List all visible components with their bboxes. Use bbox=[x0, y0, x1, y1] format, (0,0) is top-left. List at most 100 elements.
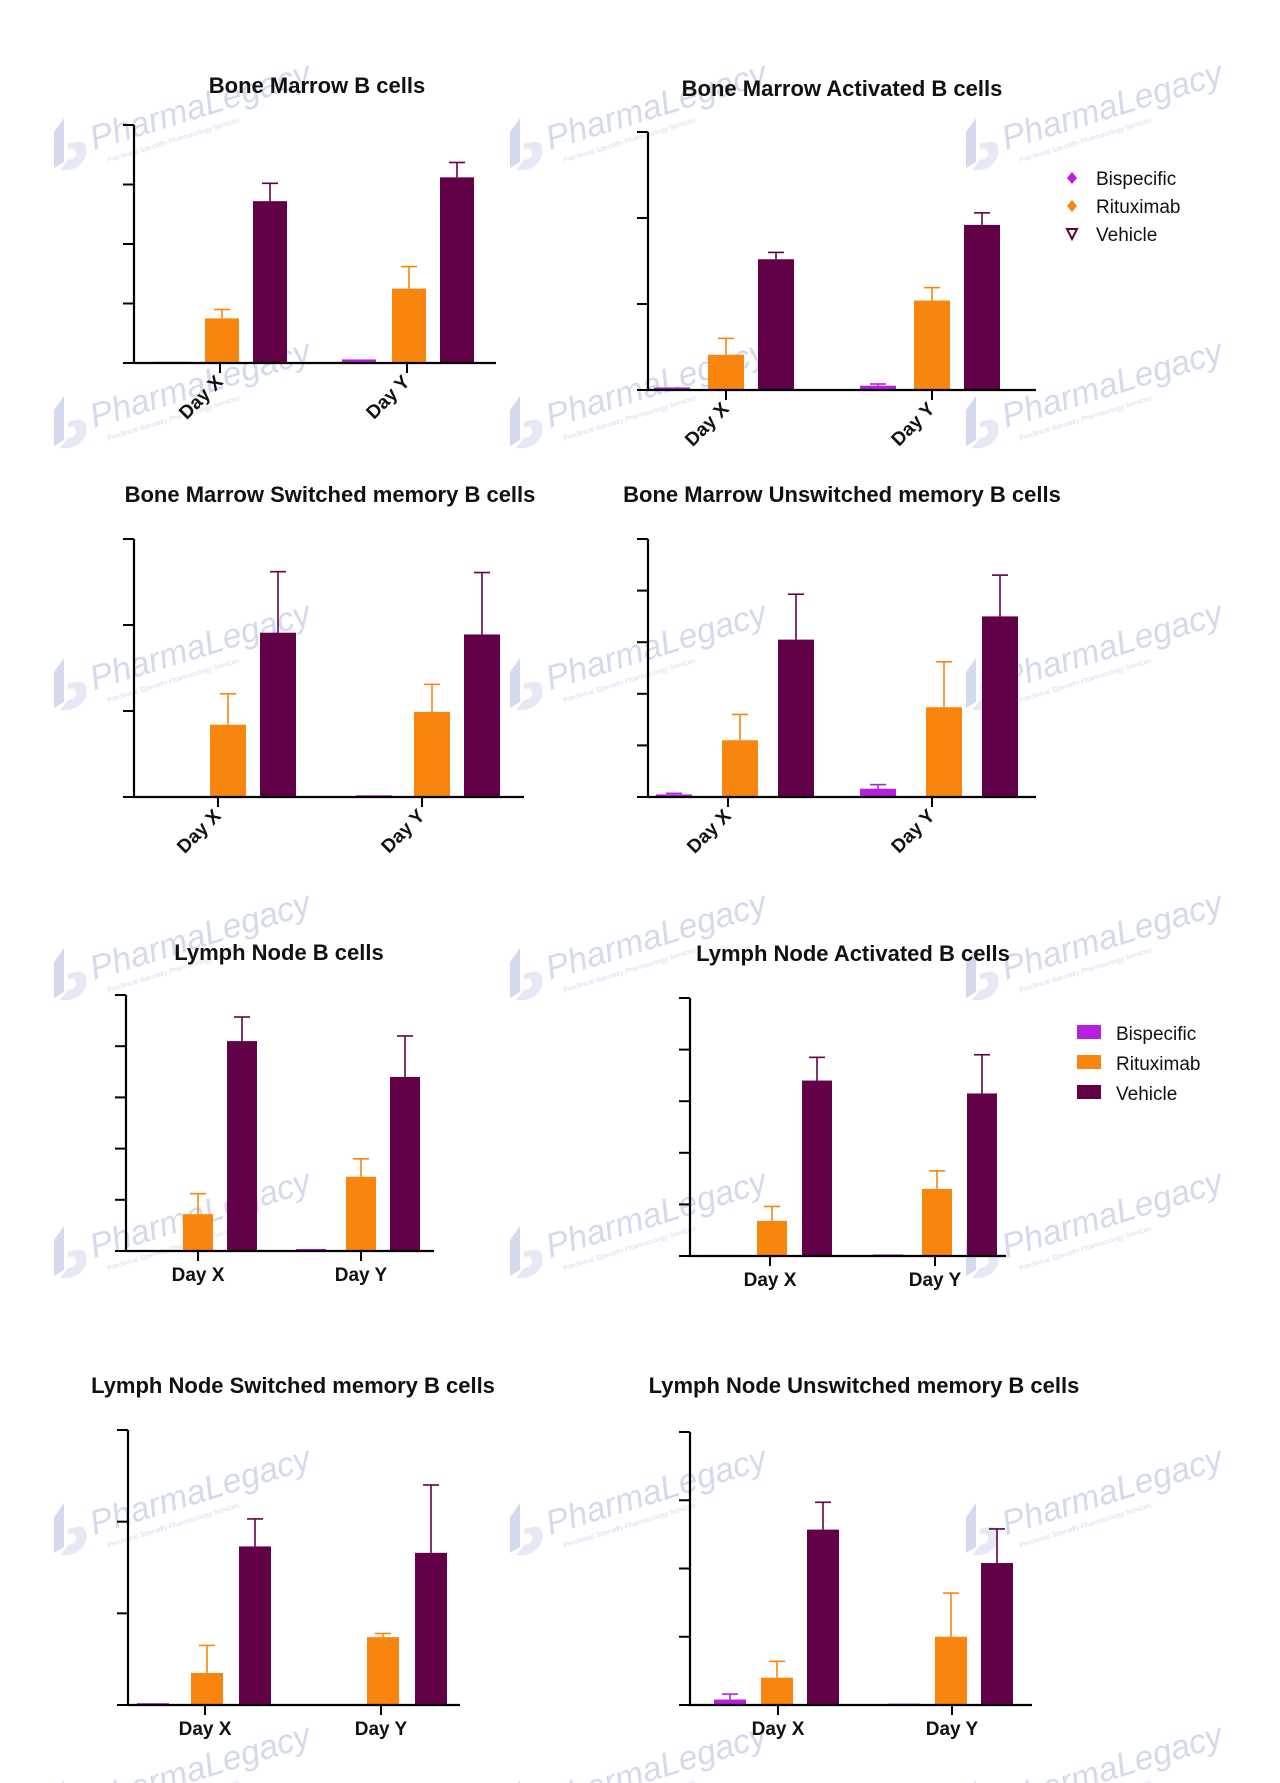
pharmalegacy-logo-icon bbox=[966, 118, 999, 171]
chart-panel: Lymph Node Unswitched memory B cells Day … bbox=[649, 1373, 1080, 1740]
bar bbox=[227, 1041, 257, 1251]
error-bar bbox=[423, 1484, 439, 1553]
watermark-brand: PharmaLegacy bbox=[997, 594, 1229, 698]
watermark-brand: PharmaLegacy bbox=[85, 1439, 317, 1543]
error-bar bbox=[234, 1016, 250, 1042]
chart-title: Lymph Node Unswitched memory B cells bbox=[649, 1373, 1080, 1398]
bar bbox=[807, 1529, 839, 1705]
x-tick-label: Day X bbox=[172, 1265, 225, 1286]
pharmalegacy-logo-icon bbox=[54, 1226, 87, 1279]
error-bar bbox=[401, 265, 417, 289]
x-tick-label: Day Y bbox=[909, 1270, 962, 1291]
pharmalegacy-logo-icon bbox=[54, 948, 87, 1001]
pharmalegacy-logo-icon bbox=[510, 396, 543, 449]
x-tick-label: Day X bbox=[681, 398, 733, 450]
bar bbox=[722, 740, 758, 797]
legend-label: Vehicle bbox=[1116, 1084, 1177, 1105]
bar bbox=[714, 1699, 746, 1705]
watermark-brand: PharmaLegacy bbox=[997, 1162, 1229, 1266]
bar bbox=[183, 1214, 213, 1251]
error-bar bbox=[474, 571, 490, 635]
chart-panel: Lymph Node B cells Day X Day Y bbox=[115, 940, 434, 1286]
error-bar bbox=[788, 593, 804, 640]
error-bar bbox=[449, 161, 465, 178]
bar bbox=[191, 1672, 223, 1705]
bar bbox=[860, 385, 896, 390]
bar bbox=[239, 1546, 271, 1705]
error-bar bbox=[992, 574, 1008, 617]
bar bbox=[935, 1636, 967, 1705]
pharmalegacy-logo-icon bbox=[54, 658, 87, 711]
chart-title: Lymph Node Activated B cells bbox=[696, 941, 1010, 966]
x-tick-label: Day X bbox=[173, 805, 225, 857]
bar bbox=[440, 177, 474, 363]
error-bar bbox=[666, 792, 682, 795]
error-bar bbox=[190, 1192, 206, 1215]
watermark-brand: PharmaLegacy bbox=[997, 884, 1229, 988]
bar bbox=[464, 634, 500, 797]
legend-label: Bispecific bbox=[1116, 1024, 1196, 1045]
watermark-brand: PharmaLegacy bbox=[541, 884, 773, 988]
legend-label: Bispecific bbox=[1096, 169, 1176, 190]
watermark-brand: PharmaLegacy bbox=[541, 594, 773, 698]
error-bar bbox=[375, 1632, 391, 1638]
pharmalegacy-logo-icon bbox=[966, 948, 999, 1001]
bar bbox=[964, 224, 1000, 390]
error-bar bbox=[974, 212, 990, 225]
bar bbox=[926, 707, 962, 797]
x-tick-label: Day X bbox=[179, 1719, 232, 1740]
legend-swatch bbox=[1077, 1085, 1101, 1099]
legend-item: Rituximab bbox=[1067, 197, 1180, 218]
pharmalegacy-logo-icon bbox=[966, 396, 999, 449]
x-tick-label: Day X bbox=[744, 1270, 797, 1291]
x-tick-label: Day X bbox=[683, 805, 735, 857]
bar bbox=[967, 1093, 997, 1256]
error-bar bbox=[768, 251, 784, 260]
chart-panel: Bone Marrow Activated B cells Day X Day Y bbox=[637, 76, 1036, 451]
pharmalegacy-logo-icon bbox=[510, 1226, 543, 1279]
bar bbox=[392, 288, 426, 363]
x-tick-label: Day Y bbox=[888, 398, 940, 450]
bar bbox=[708, 354, 744, 390]
legends-layer: Bispecific Rituximab Vehicle Bispecific Ritu… bbox=[1065, 169, 1200, 1105]
legend-swatch bbox=[1077, 1055, 1101, 1069]
error-bar bbox=[764, 1205, 780, 1221]
bar bbox=[757, 1220, 787, 1256]
error-bar bbox=[732, 713, 748, 741]
watermark-brand: PharmaLegacy bbox=[85, 54, 317, 158]
bar bbox=[656, 794, 692, 797]
legend-label: Rituximab bbox=[1096, 197, 1180, 218]
error-bar bbox=[815, 1501, 831, 1530]
x-tick-label: Day Y bbox=[355, 1719, 408, 1740]
bar bbox=[210, 724, 246, 797]
legend-triangle-icon bbox=[1065, 228, 1079, 242]
error-bar bbox=[870, 783, 886, 789]
bar bbox=[342, 359, 376, 363]
error-bar bbox=[870, 383, 886, 386]
watermark-brand: PharmaLegacy bbox=[997, 332, 1229, 436]
chart-title: Bone Marrow Unswitched memory B cells bbox=[623, 482, 1061, 507]
error-bar bbox=[220, 692, 236, 725]
error-bar bbox=[353, 1158, 369, 1177]
chart-title: Lymph Node Switched memory B cells bbox=[91, 1373, 495, 1398]
x-tick-label: Day Y bbox=[363, 371, 415, 423]
legend: Bispecific Rituximab Vehicle bbox=[1065, 169, 1180, 246]
bar bbox=[414, 711, 450, 797]
bar bbox=[922, 1188, 952, 1256]
pharmalegacy-logo-icon bbox=[510, 658, 543, 711]
error-bar bbox=[397, 1035, 413, 1077]
bar bbox=[415, 1552, 447, 1705]
watermark-brand: PharmaLegacy bbox=[997, 1439, 1229, 1543]
legend-label: Rituximab bbox=[1116, 1054, 1200, 1075]
bar bbox=[802, 1080, 832, 1256]
